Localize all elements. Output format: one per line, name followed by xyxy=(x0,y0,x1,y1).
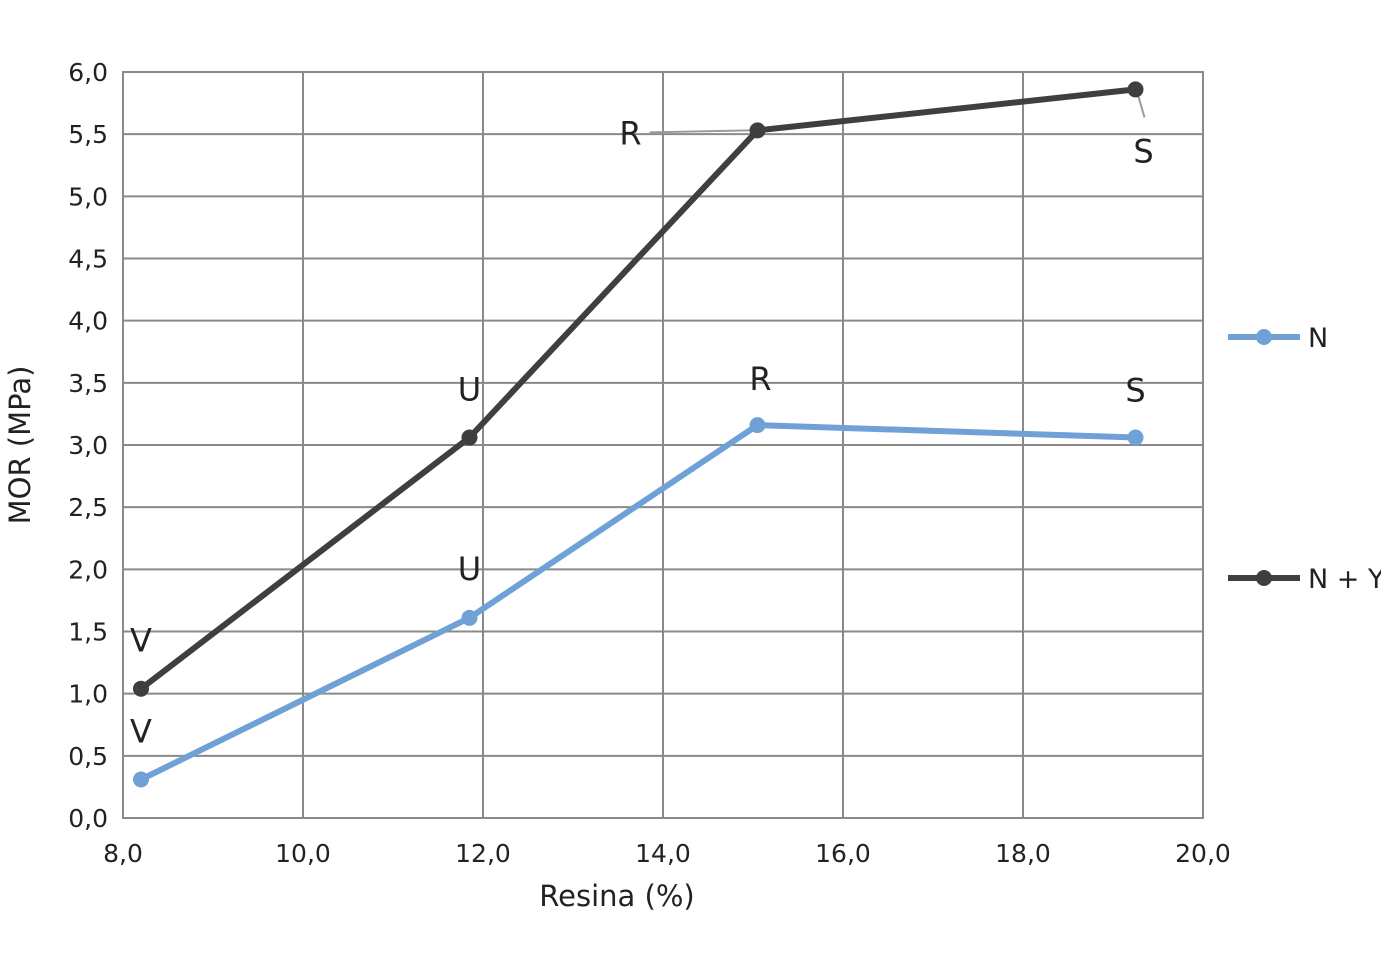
legend: N N + Y xyxy=(1228,323,1381,595)
y-tick-label: 4,0 xyxy=(68,307,108,336)
legend-swatch-marker xyxy=(1256,329,1272,345)
series-line xyxy=(139,422,1136,783)
data-point-marker xyxy=(133,680,149,697)
x-tick-label: 12,0 xyxy=(455,839,511,868)
data-point-marker xyxy=(1127,81,1144,98)
legend-label: N xyxy=(1308,323,1328,354)
x-tick-label: 16,0 xyxy=(815,839,871,868)
series-1 xyxy=(133,81,1144,697)
x-tick-label: 20,0 xyxy=(1175,839,1231,868)
point-label: R xyxy=(749,360,771,398)
y-tick-label: 1,5 xyxy=(68,618,108,647)
data-point-marker xyxy=(133,771,149,788)
y-tick-label: 3,5 xyxy=(68,369,108,398)
y-axis-title: MOR (MPa) xyxy=(3,366,37,525)
data-point-marker xyxy=(461,609,478,626)
y-tick-label: 3,0 xyxy=(68,431,108,460)
point-label: V xyxy=(130,712,152,750)
data-point-marker xyxy=(1127,429,1144,446)
point-label: U xyxy=(458,371,481,409)
point-label: U xyxy=(458,550,481,588)
legend-label: N + Y xyxy=(1308,564,1381,595)
data-point-marker xyxy=(749,417,766,434)
y-tick-label: 2,5 xyxy=(68,493,108,522)
legend-item: N + Y xyxy=(1228,564,1381,595)
label-leader-lines xyxy=(649,93,1146,134)
series-layer xyxy=(133,81,1144,788)
point-label: S xyxy=(1125,372,1145,410)
y-tick-label: 1,0 xyxy=(68,680,108,709)
data-point-marker xyxy=(461,429,478,446)
point-label: R xyxy=(619,114,641,152)
series-0 xyxy=(133,417,1144,788)
y-tick-label: 5,0 xyxy=(68,182,108,211)
y-tick-label: 4,5 xyxy=(68,245,108,274)
grid xyxy=(123,72,1203,818)
y-tick-label: 0,0 xyxy=(68,804,108,833)
x-tick-label: 10,0 xyxy=(275,839,331,868)
point-label: S xyxy=(1133,132,1153,170)
legend-item: N xyxy=(1228,323,1328,354)
legend-swatch-marker xyxy=(1256,570,1272,586)
y-tick-label: 6,0 xyxy=(68,58,108,87)
x-tick-labels: 8,0 10,0 12,0 14,0 16,0 18,0 20,0 xyxy=(103,839,1231,868)
y-tick-label: 5,5 xyxy=(68,120,108,149)
leader-line xyxy=(649,129,750,134)
point-label: V xyxy=(130,622,152,660)
series-line xyxy=(139,86,1136,692)
y-tick-label: 0,5 xyxy=(68,742,108,771)
x-tick-label: 8,0 xyxy=(103,839,143,868)
x-axis-title: Resina (%) xyxy=(539,879,694,913)
point-labels: V U R S V U R S xyxy=(130,114,1154,750)
y-tick-label: 2,0 xyxy=(68,555,108,584)
y-tick-labels: 0,0 0,5 1,0 1,5 2,0 2,5 3,0 3,5 4,0 4,5 5,0 5,5 6,0 xyxy=(68,58,108,833)
leader-line xyxy=(1136,93,1146,118)
x-tick-label: 18,0 xyxy=(995,839,1051,868)
data-point-marker xyxy=(749,122,766,139)
x-tick-label: 14,0 xyxy=(635,839,691,868)
